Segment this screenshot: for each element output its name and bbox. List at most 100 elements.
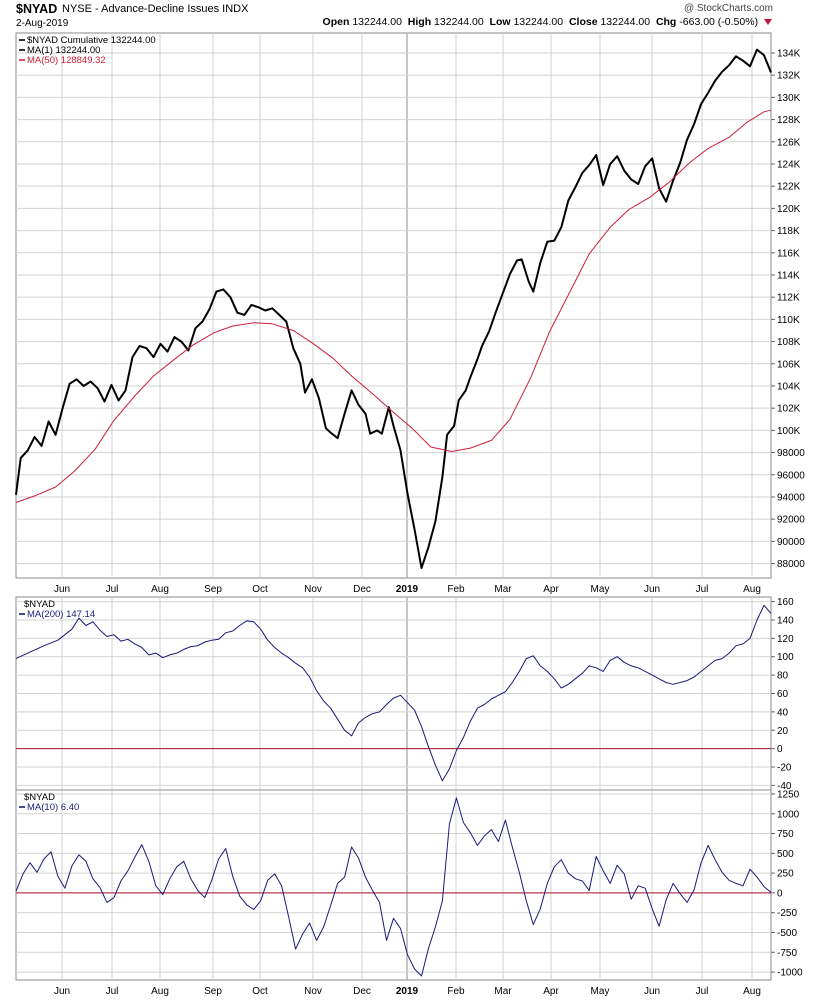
y-tick-label: 94000 — [777, 492, 805, 503]
ma-10-series-line — [15, 797, 772, 977]
x-tick-label: May — [591, 584, 610, 595]
x-tick-label: Apr — [543, 986, 559, 997]
y-tick-label: 96000 — [777, 470, 805, 481]
y-tick-label: 60 — [777, 689, 789, 700]
y-tick-label: 80 — [777, 671, 789, 682]
y-tick-label: 128K — [777, 115, 801, 126]
x-tick-label: 2019 — [396, 986, 419, 997]
x-tick-label: Nov — [304, 986, 322, 997]
legend-entry-sym: $NYAD — [24, 792, 55, 803]
chart-date: 2-Aug-2019 — [16, 18, 69, 29]
x-tick-label: Dec — [353, 986, 371, 997]
down-arrow-icon — [764, 19, 772, 25]
y-tick-label: 130K — [777, 93, 801, 104]
high-value: 132244.00 — [434, 16, 484, 28]
nyad-cumulative-series-line — [15, 48, 772, 569]
ma-200-series-line — [15, 604, 772, 782]
y-tick-label: 0 — [777, 744, 783, 755]
y-tick-label: 132K — [777, 71, 801, 82]
y-tick-label: 104K — [777, 381, 801, 392]
x-tick-label: Aug — [151, 986, 169, 997]
y-tick-label: 126K — [777, 137, 801, 148]
y-tick-label: 1000 — [777, 809, 800, 820]
x-tick-label: 2019 — [396, 584, 419, 595]
y-tick-label: 1250 — [777, 789, 800, 800]
x-tick-label: Sep — [204, 986, 222, 997]
price-panel: 88000 90000 92000 94000 96000 98000 100K 102K 10… — [15, 32, 805, 595]
y-tick-label: 750 — [777, 829, 794, 840]
y-tick-label: -40 — [777, 781, 792, 792]
x-tick-label: Sep — [204, 584, 222, 595]
chg-label: Chg — [655, 16, 677, 28]
y-tick-label: 100K — [777, 426, 801, 437]
x-tick-label: Nov — [304, 584, 322, 595]
x-tick-label: Aug — [151, 584, 169, 595]
ma200-panel: -40 -20 0 20 40 60 80 100 120 140 160 $NYADMA(200) … — [15, 596, 794, 792]
x-tick-label: Jun — [644, 584, 660, 595]
panel-frame — [15, 789, 772, 981]
symbol: $NYAD — [16, 2, 58, 16]
y-tick-label: -500 — [777, 928, 797, 939]
x-tick-label: Aug — [743, 584, 761, 595]
quote-bar: Open 132244.00 High 132244.00 Low 132244… — [323, 16, 772, 28]
legend-entry-ma200: MA(200) 147.14 — [27, 609, 95, 620]
y-tick-label: 120 — [777, 634, 794, 645]
legend-entry-ma10: MA(10) 6.40 — [27, 802, 79, 813]
legend-entry-price: $NYAD Cumulative 132244.00 — [27, 35, 156, 46]
x-tick-label: Jul — [106, 986, 119, 997]
y-tick-label: 0 — [777, 888, 783, 899]
low-label: Low — [489, 16, 511, 28]
x-tick-label: Jul — [106, 584, 119, 595]
instrument-name: NYSE - Advance-Decline Issues INDX — [62, 3, 249, 15]
y-tick-label: -20 — [777, 763, 792, 774]
y-tick-label: 118K — [777, 226, 800, 237]
x-tick-label: Feb — [447, 986, 465, 997]
ma-50-series-line — [15, 109, 772, 503]
y-tick-label: 90000 — [777, 537, 805, 548]
y-tick-label: 114K — [777, 270, 800, 281]
y-tick-label: -250 — [777, 908, 797, 919]
y-tick-label: 92000 — [777, 515, 805, 526]
legend-entry-ma1: MA(1) 132244.00 — [27, 45, 100, 56]
y-tick-label: 112K — [777, 293, 800, 304]
y-tick-label: 134K — [777, 48, 801, 59]
legend-entry-sym: $NYAD — [24, 599, 55, 610]
y-tick-label: 122K — [777, 182, 801, 193]
high-label: High — [407, 16, 432, 28]
open-label: Open — [322, 16, 350, 28]
x-tick-label: Aug — [743, 986, 761, 997]
ma10-panel: -1000 -750 -500 -250 0 250 500 750 1000 1250 $NYAD… — [15, 789, 803, 997]
x-tick-label: May — [591, 986, 610, 997]
x-tick-label: Feb — [447, 584, 465, 595]
x-tick-label: Apr — [543, 584, 559, 595]
legend-entry-ma50: MA(50) 128849.32 — [27, 55, 106, 66]
y-tick-label: 250 — [777, 869, 794, 880]
chg-value: -663.00 (-0.50%) — [679, 16, 759, 28]
y-tick-label: -1000 — [777, 968, 803, 979]
y-tick-label: 110K — [777, 315, 800, 326]
x-tick-label: Oct — [252, 986, 268, 997]
y-tick-label: 120K — [777, 204, 801, 215]
x-tick-label: Jun — [644, 986, 660, 997]
y-tick-label: 20 — [777, 726, 789, 737]
y-tick-label: -750 — [777, 948, 797, 959]
y-tick-label: 106K — [777, 359, 801, 370]
y-tick-label: 160 — [777, 597, 794, 608]
y-tick-label: 140 — [777, 615, 794, 626]
panel-frame — [15, 32, 772, 579]
chart-header: $NYAD NYSE - Advance-Decline Issues INDX… — [0, 0, 820, 34]
y-tick-label: 102K — [777, 404, 801, 415]
x-tick-label: Dec — [353, 584, 371, 595]
y-tick-label: 88000 — [777, 559, 805, 570]
low-value: 132244.00 — [513, 16, 564, 28]
y-tick-label: 100 — [777, 652, 794, 663]
y-tick-label: 98000 — [777, 448, 805, 459]
x-tick-label: Mar — [494, 986, 512, 997]
x-tick-label: Jul — [696, 584, 709, 595]
x-tick-label: Jun — [54, 986, 70, 997]
y-tick-label: 40 — [777, 707, 789, 718]
x-tick-label: Jul — [696, 986, 709, 997]
close-value: 132244.00 — [600, 16, 651, 28]
x-tick-label: Oct — [252, 584, 268, 595]
